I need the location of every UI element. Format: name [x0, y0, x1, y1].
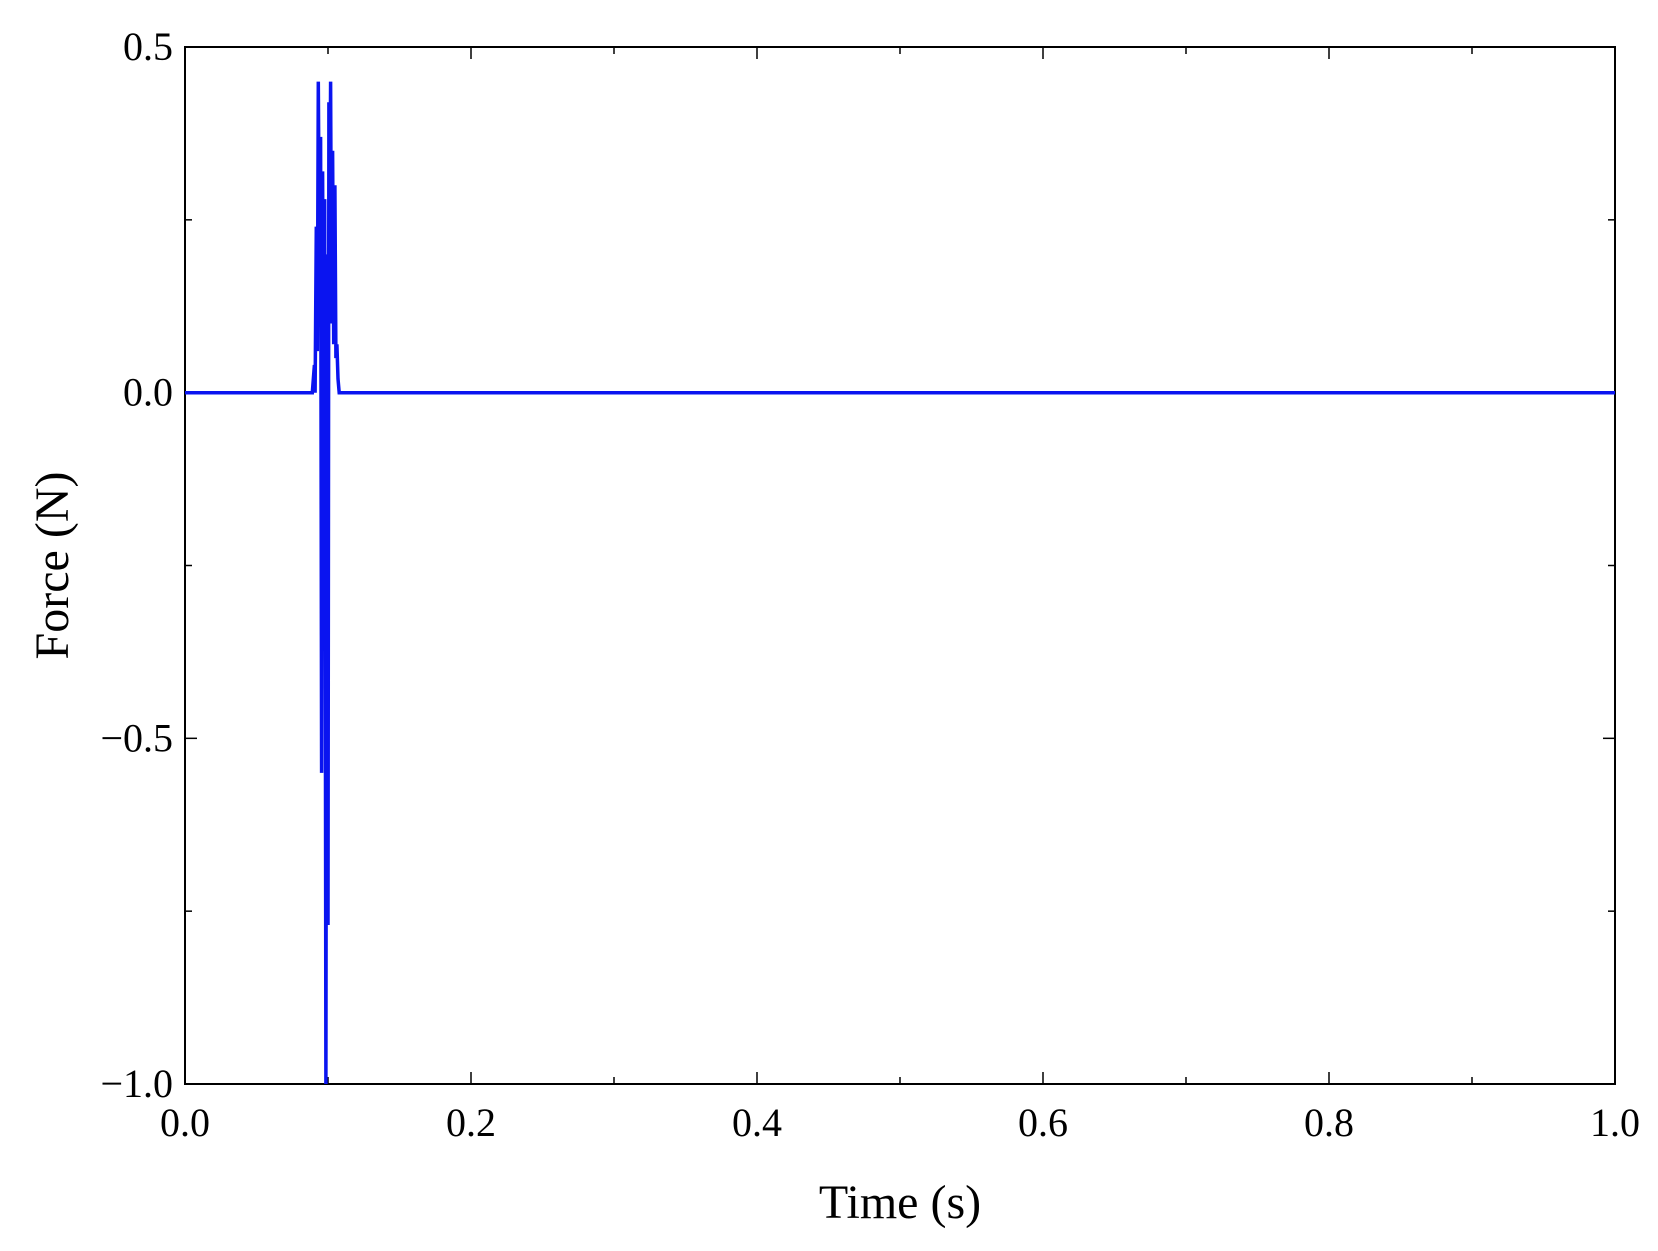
plot-area-frame: [184, 46, 1616, 1085]
x-tick-label: 0.8: [1304, 1100, 1354, 1145]
x-tick-label: 0.2: [446, 1100, 496, 1145]
y-tick-label: 0.5: [123, 24, 173, 69]
ticks: [184, 46, 1616, 1085]
series-line: [185, 81, 1615, 1085]
x-axis-title: Time (s): [819, 1176, 981, 1229]
y-tick-label: 0.0: [123, 370, 173, 415]
x-tick-label: 0.6: [1018, 1100, 1068, 1145]
series-group: [185, 81, 1615, 1085]
x-tick-label: 0.0: [160, 1100, 210, 1145]
y-axis-title: Force (N): [26, 472, 79, 660]
tick-labels: 0.0 0.2 0.4 0.6 0.8 1.0 0.5 0.0 −0.5 −1.0: [100, 24, 1640, 1145]
y-tick-label: −1.0: [100, 1061, 173, 1106]
x-tick-label: 0.4: [732, 1100, 782, 1145]
x-tick-label: 1.0: [1590, 1100, 1640, 1145]
y-tick-label: −0.5: [100, 715, 173, 760]
